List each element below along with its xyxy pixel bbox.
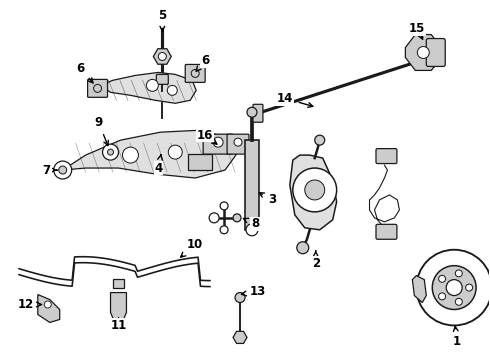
Circle shape xyxy=(417,46,429,58)
Circle shape xyxy=(220,202,228,210)
Circle shape xyxy=(315,135,325,145)
Circle shape xyxy=(59,166,67,174)
Polygon shape xyxy=(153,49,172,64)
FancyBboxPatch shape xyxy=(420,50,434,67)
FancyBboxPatch shape xyxy=(227,134,249,154)
Circle shape xyxy=(44,301,51,308)
Text: 5: 5 xyxy=(158,9,167,31)
Circle shape xyxy=(122,147,138,163)
Text: 6: 6 xyxy=(196,54,209,71)
Circle shape xyxy=(158,53,166,60)
FancyBboxPatch shape xyxy=(188,154,212,170)
Polygon shape xyxy=(233,331,247,343)
Text: 12: 12 xyxy=(18,298,41,311)
Circle shape xyxy=(233,214,241,222)
FancyBboxPatch shape xyxy=(245,140,259,230)
FancyBboxPatch shape xyxy=(203,134,233,154)
FancyBboxPatch shape xyxy=(253,104,263,122)
Text: 9: 9 xyxy=(95,116,108,145)
Polygon shape xyxy=(111,293,126,319)
Text: 10: 10 xyxy=(181,238,203,257)
Text: 16: 16 xyxy=(197,129,217,144)
Text: 14: 14 xyxy=(277,92,313,107)
Polygon shape xyxy=(413,276,426,302)
Text: 2: 2 xyxy=(312,251,320,270)
Circle shape xyxy=(466,284,473,291)
Text: 15: 15 xyxy=(409,22,425,39)
Polygon shape xyxy=(290,155,337,230)
Circle shape xyxy=(54,161,72,179)
Text: 13: 13 xyxy=(242,285,266,298)
Circle shape xyxy=(147,80,158,91)
Circle shape xyxy=(455,298,462,305)
Circle shape xyxy=(213,137,223,147)
Circle shape xyxy=(305,180,325,200)
Text: 11: 11 xyxy=(110,318,126,332)
Circle shape xyxy=(94,84,101,92)
Polygon shape xyxy=(405,35,441,71)
FancyBboxPatch shape xyxy=(113,279,124,288)
Text: 3: 3 xyxy=(259,193,276,206)
FancyBboxPatch shape xyxy=(88,80,107,97)
FancyBboxPatch shape xyxy=(376,149,397,163)
Circle shape xyxy=(235,293,245,302)
Circle shape xyxy=(209,213,219,223)
Polygon shape xyxy=(38,294,60,323)
Circle shape xyxy=(246,224,258,236)
Circle shape xyxy=(293,168,337,212)
Polygon shape xyxy=(63,130,238,178)
Text: 4: 4 xyxy=(154,155,163,175)
Text: 6: 6 xyxy=(76,62,93,83)
Circle shape xyxy=(446,280,462,296)
Text: 1: 1 xyxy=(453,327,461,348)
Circle shape xyxy=(107,149,114,155)
Circle shape xyxy=(247,107,257,117)
Circle shape xyxy=(416,250,490,325)
Circle shape xyxy=(168,145,182,159)
Circle shape xyxy=(167,85,177,95)
Polygon shape xyxy=(100,72,196,103)
Circle shape xyxy=(102,144,119,160)
FancyBboxPatch shape xyxy=(426,39,445,67)
Circle shape xyxy=(455,270,462,277)
FancyBboxPatch shape xyxy=(376,224,397,239)
Circle shape xyxy=(234,138,242,146)
Text: 8: 8 xyxy=(244,217,259,230)
FancyBboxPatch shape xyxy=(156,75,168,84)
Circle shape xyxy=(191,69,199,77)
Circle shape xyxy=(439,275,445,282)
FancyBboxPatch shape xyxy=(185,64,205,82)
Text: 7: 7 xyxy=(43,163,57,176)
Circle shape xyxy=(220,226,228,234)
Circle shape xyxy=(432,266,476,310)
Circle shape xyxy=(439,293,445,300)
Circle shape xyxy=(297,242,309,254)
